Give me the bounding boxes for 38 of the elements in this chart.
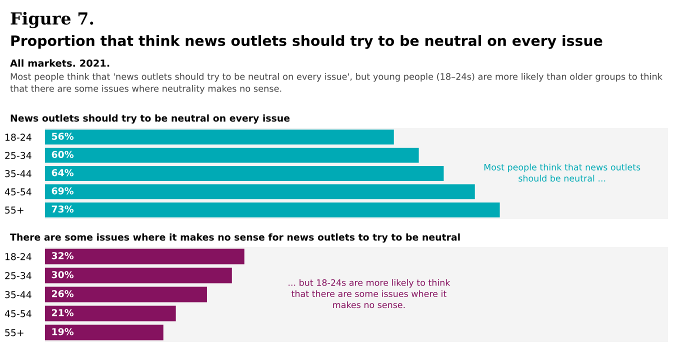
annotation: ... but 18-24s are more likely to think that there are some issues where it makes no sense. (288, 279, 450, 308)
bar (45, 166, 444, 181)
text: All markets. 2021. (10, 59, 110, 67)
data-label: 21% (52, 309, 74, 316)
data-label: 26% (52, 290, 74, 298)
data-label: 32% (52, 252, 74, 260)
chart-title: News outlets should try to be neutral on every issue (10, 114, 290, 124)
bar (45, 148, 419, 163)
y-tick-label: 18-24 (5, 134, 32, 141)
data-label: 19% (52, 328, 74, 336)
data-label: 69% (52, 187, 74, 194)
y-tick-label: 35-44 (5, 291, 32, 298)
data-label: 30% (52, 271, 74, 278)
bar (45, 268, 232, 284)
bar (45, 286, 207, 302)
data-label: 56% (52, 132, 74, 140)
chart-title: There are some issues where it makes no sense for news outlets to try to be neutral (10, 233, 460, 243)
y-tick-label: 25-34 (5, 272, 32, 280)
bar (45, 306, 176, 322)
data-label: 73% (52, 205, 74, 213)
y-tick-label: 18-24 (5, 253, 32, 260)
annotation: Most people think that news outlets should be neutral ... (484, 164, 640, 182)
bar (45, 184, 475, 200)
data-label: 64% (52, 169, 74, 176)
bar (45, 130, 394, 145)
bar (45, 324, 164, 340)
y-tick-label: 35-44 (5, 170, 32, 178)
text: Most people think that 'news outlets should try to be neutral on every issue', but young people (18–24s) are more likely than older groups to think that there are some issues where neutrality makes no sense. (10, 73, 663, 94)
data-label: 60% (52, 150, 74, 158)
y-tick-label: 45-54 (4, 188, 32, 196)
y-tick-label: 25-34 (5, 152, 32, 160)
bar (45, 202, 500, 218)
bar (45, 248, 244, 264)
y-tick-label: 55+ (5, 206, 24, 214)
text: Figure 7. (10, 12, 94, 28)
y-tick-label: 55+ (5, 329, 24, 336)
y-tick-label: 45-54 (4, 310, 32, 318)
text: Proportion that think news outlets should try to be neutral on every issue (11, 35, 602, 49)
